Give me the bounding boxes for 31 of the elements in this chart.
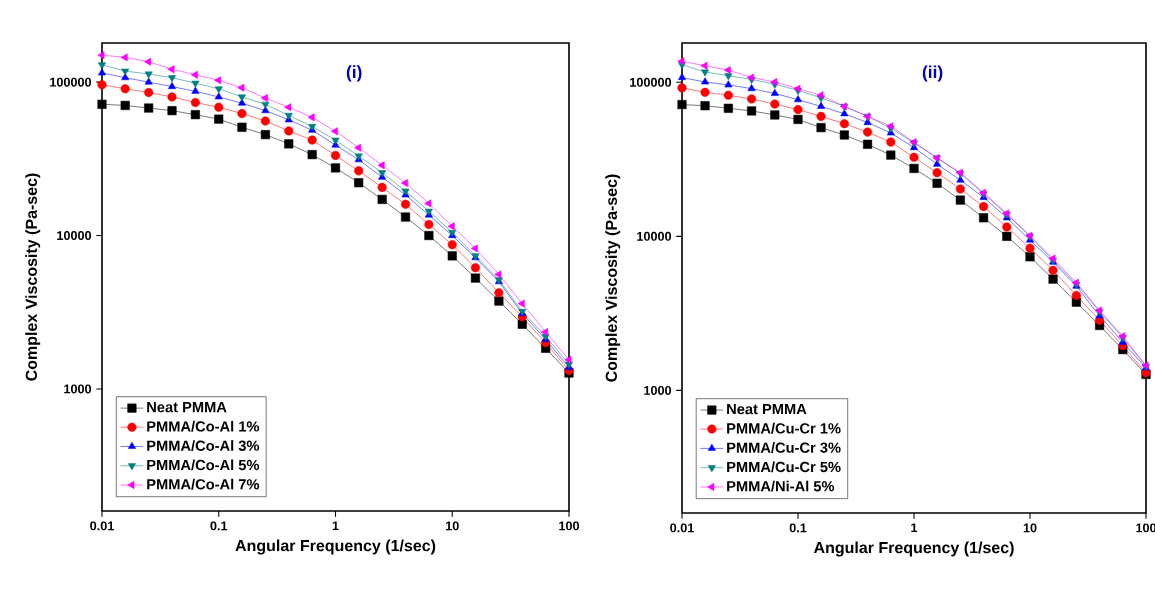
legend-label: PMMA/Co-Al 7% <box>147 478 260 490</box>
legend-label: Neat PMMA <box>147 402 227 413</box>
legend-label: PMMA/Ni-Al 5% <box>727 480 835 492</box>
x-tick-label: 1 <box>911 523 918 533</box>
x-tick-label: 0.01 <box>670 523 694 533</box>
legend-label: PMMA/Cu-Cr 1% <box>727 422 841 434</box>
annotation: (i) <box>346 65 362 82</box>
x-axis-title: Angular Frequency (1/sec) <box>813 541 1014 557</box>
x-tick-label: 0.1 <box>210 521 228 531</box>
legend-label: PMMA/Cu-Cr 3% <box>727 442 841 453</box>
x-axis-title: Angular Frequency (1/sec) <box>235 539 436 555</box>
legend-label: Neat PMMA <box>727 404 807 415</box>
legend-label: PMMA/Cu-Cr 5% <box>727 461 841 473</box>
x-tick-label: 1 <box>332 521 339 531</box>
y-tick-label: 1000 <box>644 385 672 395</box>
y-axis-title: Complex Viscosity (Pa-sec) <box>25 173 41 381</box>
legend-label: PMMA/Co-Al 5% <box>147 459 260 471</box>
x-tick-label: 0.01 <box>90 521 114 531</box>
y-axis-title: Complex Viscosity (Pa-sec) <box>605 174 621 382</box>
legend-label: PMMA/Co-Al 3% <box>147 440 260 452</box>
y-tick-label: 1000 <box>64 384 92 394</box>
y-tick-label: 100000 <box>50 77 92 87</box>
legend-label: PMMA/Co-Al 1% <box>147 420 260 432</box>
y-tick-label: 10000 <box>57 231 92 241</box>
y-tick-label: 10000 <box>637 231 672 241</box>
y-tick-label: 100000 <box>630 77 672 87</box>
annotation: (ii) <box>922 65 943 82</box>
x-tick-label: 10 <box>446 521 459 531</box>
x-tick-label: 100 <box>559 521 580 531</box>
x-tick-label: 0.1 <box>789 523 807 533</box>
x-tick-label: 10 <box>1023 523 1037 533</box>
